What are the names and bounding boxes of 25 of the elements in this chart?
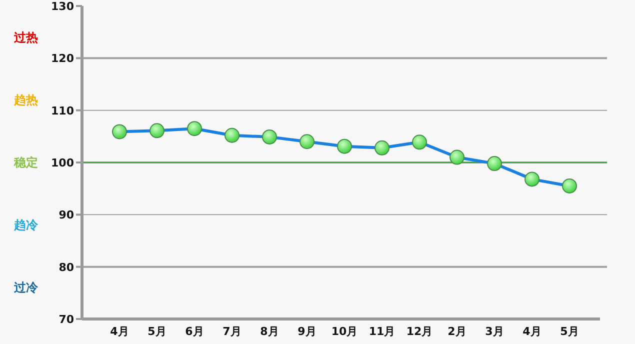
text: 过冷: [13, 280, 39, 295]
y-tick-label: 90: [58, 208, 74, 222]
y-tick-label: 100: [51, 156, 74, 170]
y-tick-label: 120: [51, 52, 74, 66]
y-tick-label: 130: [51, 0, 74, 13]
x-tick-label: 11月: [368, 325, 396, 338]
text: 过热: [13, 30, 38, 44]
x-tick-label: 3月: [485, 325, 504, 338]
x-tick-label: 7月: [222, 325, 242, 338]
x-tick-label: 5月: [148, 325, 166, 338]
x-tick-label: 9月: [298, 325, 316, 338]
x-tick-label: 6月: [185, 325, 204, 338]
text: 趋冷: [13, 218, 39, 232]
x-tick-label: 8月: [260, 325, 279, 338]
text: 稳定: [13, 156, 38, 170]
y-tick-label: 110: [51, 104, 74, 118]
x-tick-label: 12月: [406, 325, 433, 338]
x-tick-label: 5月: [560, 325, 579, 338]
x-tick-label: 10月: [331, 325, 358, 338]
x-tick-label: 2月: [448, 325, 466, 338]
text: 趋热: [13, 92, 38, 107]
x-tick-label: 4月: [110, 325, 129, 338]
y-tick-label: 70: [58, 313, 74, 326]
y-tick-label: 80: [58, 260, 74, 274]
x-tick-label: 4月: [522, 325, 542, 338]
